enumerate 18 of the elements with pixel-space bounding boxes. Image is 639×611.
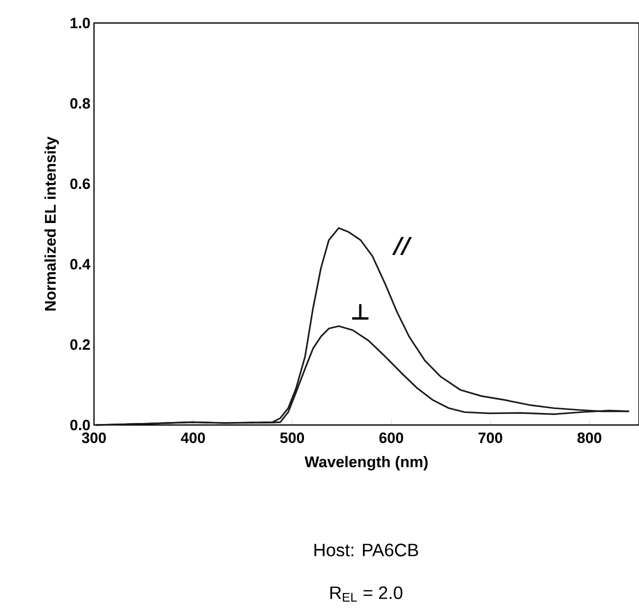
x-tick-label: 600 — [379, 432, 404, 444]
text: Host: PA6CB — [314, 544, 418, 556]
series-label: ⊥ — [352, 304, 368, 320]
y-tick-label: 0.8 — [70, 98, 90, 109]
y-tick-label: 1.0 — [70, 18, 90, 28]
y-tick-label: 0.6 — [70, 178, 90, 190]
y-tick-label: 0.2 — [70, 339, 90, 350]
x-axis-title: Wavelength (nm) — [304, 456, 428, 470]
y-axis-title: Normalized EL intensity — [44, 136, 59, 310]
y-tick-label: 0.0 — [70, 420, 90, 430]
x-tick-label: 500 — [280, 432, 304, 444]
text: R$_{EL}$ = 2.0 — [330, 586, 402, 602]
x-tick-label: 400 — [180, 432, 205, 444]
x-tick-label: 300 — [82, 432, 106, 444]
series-label: // — [392, 237, 412, 256]
x-tick-label: 800 — [577, 432, 602, 444]
x-tick-label: 700 — [478, 432, 502, 444]
y-tick-label: 0.4 — [70, 258, 90, 270]
